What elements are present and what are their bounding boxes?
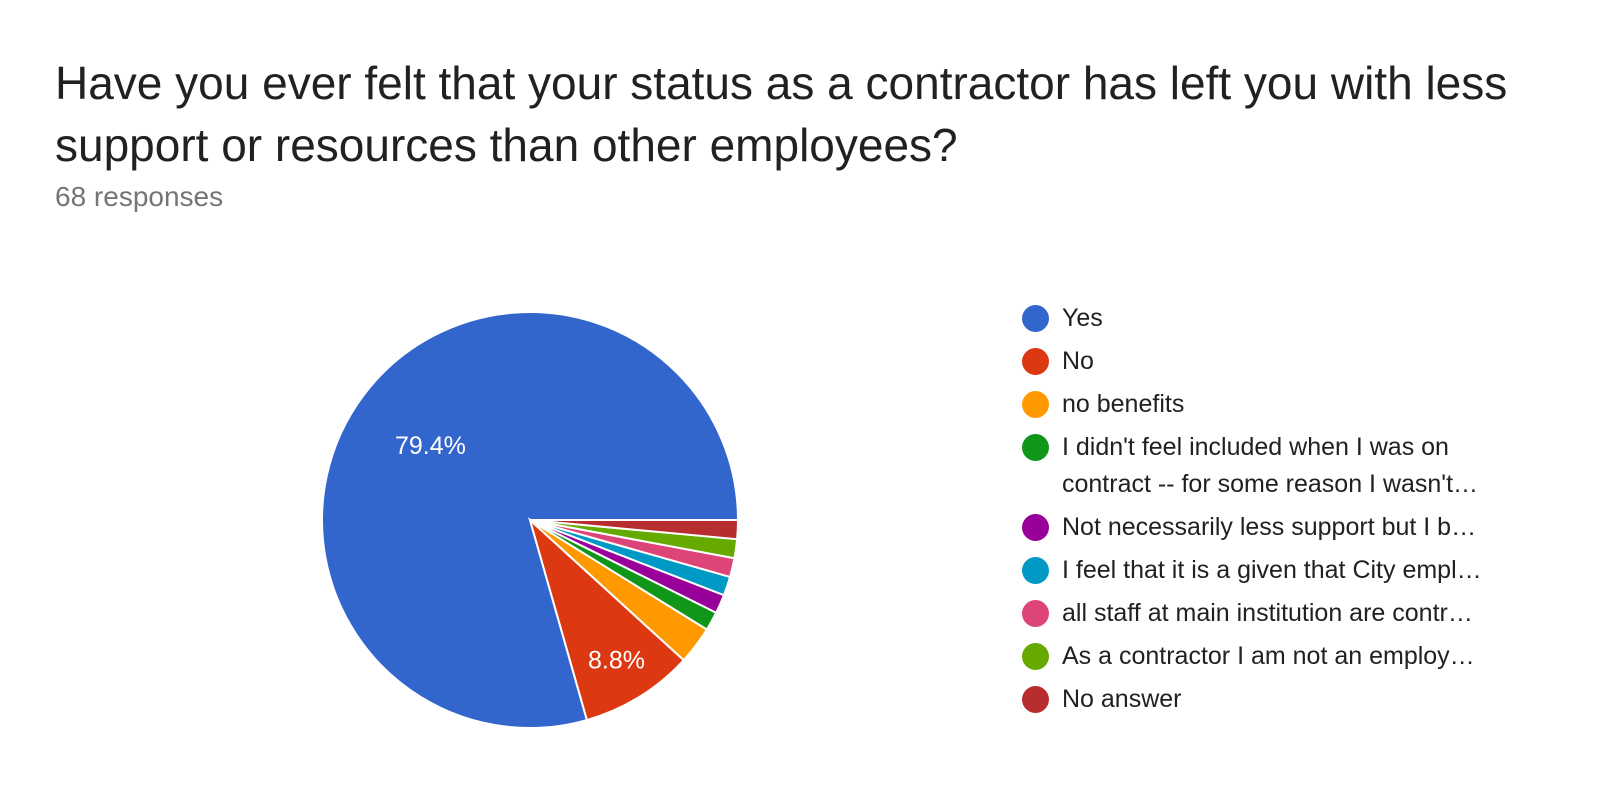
legend-swatch (1022, 391, 1049, 418)
legend-swatch (1022, 514, 1049, 541)
legend-label: No answer (1062, 685, 1182, 713)
legend-label: Not necessarily less support but I b… (1062, 513, 1477, 541)
legend-swatch (1022, 348, 1049, 375)
legend-label: No (1062, 347, 1094, 375)
legend-item-as-a-contractor-i-am-not-an-employ[interactable]: As a contractor I am not an employ… (1022, 638, 1542, 675)
response-count: 68 responses (55, 181, 224, 212)
legend-label: I didn't feel included when I was on con… (1062, 433, 1479, 498)
slice-label-yes: 79.4% (395, 432, 466, 460)
legend-label: no benefits (1062, 390, 1185, 418)
legend-item-i-feel-that-it-is-a-given-that-city-empl[interactable]: I feel that it is a given that City empl… (1022, 552, 1542, 589)
pie-slice-no-answer[interactable] (529, 519, 740, 541)
pie-slice-no[interactable] (528, 516, 686, 722)
legend-item-not-necessarily-less-support-but-i-b[interactable]: Not necessarily less support but I b… (1022, 509, 1542, 546)
pie-slice-yes[interactable] (321, 311, 740, 729)
chart-legend: Yes No no benefits I didn't feel included w… (1022, 300, 1542, 724)
chart-title: Have you ever felt that your status as a… (55, 57, 1508, 171)
legend-swatch (1022, 686, 1049, 713)
legend-swatch (1022, 434, 1049, 461)
legend-label: As a contractor I am not an employ… (1062, 642, 1475, 670)
legend-swatch (1022, 557, 1049, 584)
slice-label-no: 8.8% (588, 647, 645, 675)
legend-swatch (1022, 305, 1049, 332)
legend-item-no[interactable]: No (1022, 343, 1542, 380)
legend-item-no-answer[interactable]: No answer (1022, 681, 1542, 718)
legend-item-all-staff-at-main-institution-are-contr[interactable]: all staff at main institution are contr… (1022, 595, 1542, 632)
legend-item-yes[interactable]: Yes (1022, 300, 1542, 337)
legend-item-no-benefits[interactable]: no benefits (1022, 386, 1542, 423)
legend-label: I feel that it is a given that City empl… (1062, 556, 1482, 584)
legend-label: Yes (1062, 304, 1103, 332)
legend-swatch (1022, 643, 1049, 670)
legend-label: all staff at main institution are contr… (1062, 599, 1473, 627)
legend-swatch (1022, 600, 1049, 627)
legend-item-i-didn-t-feel-included-when-i-was-on-con[interactable]: I didn't feel included when I was on con… (1022, 429, 1542, 503)
